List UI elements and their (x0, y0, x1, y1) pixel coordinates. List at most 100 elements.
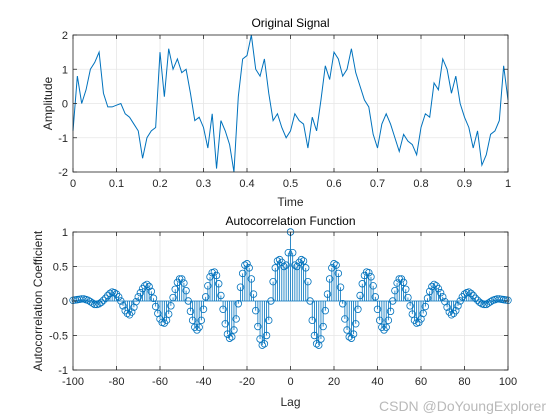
stem-marker (182, 286, 190, 295)
y-tick-label: 0 (62, 99, 68, 111)
tick-marks (72, 231, 509, 371)
x-axis-label: Time (277, 195, 304, 209)
stem-marker (86, 297, 95, 306)
stem-marker (369, 282, 377, 290)
stem-marker (241, 261, 249, 269)
x-tick-labels: 0 0.1 0.2 0.3 0.4 0.5 0.6 0.7 0.8 0.9 1 (70, 178, 511, 190)
y-tick-label: 0.5 (53, 262, 68, 274)
stem-marker (219, 305, 227, 313)
y-tick-label: 1 (62, 227, 68, 239)
stem-marker (254, 322, 262, 331)
stem-marker (341, 315, 349, 323)
stem-marker (328, 264, 336, 272)
stem-marker (199, 305, 208, 313)
x-tick-label: 1 (505, 178, 511, 190)
stem-marker (141, 282, 149, 290)
stem-marker (145, 282, 153, 291)
stem-marker (91, 300, 99, 309)
stem-marker (125, 311, 134, 319)
stem-marker (171, 285, 179, 293)
x-tick-label: 100 (499, 376, 517, 388)
stem-marker (217, 291, 225, 300)
stem-marker (243, 260, 251, 268)
stem-marker (426, 287, 434, 296)
stem-marker (299, 257, 308, 265)
stem-marker (389, 297, 397, 305)
x-tick-label: -60 (152, 376, 168, 388)
stem-marker (430, 280, 438, 289)
stem-marker (117, 297, 125, 305)
stem-marker (273, 257, 282, 265)
x-tick-labels: -100 -80 -60 -40 -20 0 20 40 60 80 100 (62, 376, 517, 388)
x-tick-label: 0 (287, 376, 293, 388)
stem-marker (132, 297, 140, 306)
stem-marker (278, 258, 286, 267)
stem-marker (212, 271, 221, 280)
stem-marker (215, 280, 223, 288)
stem-marker (317, 335, 325, 343)
stem-marker (186, 307, 195, 316)
stem-marker (458, 293, 467, 301)
stem-marker (297, 255, 306, 264)
stem-marker (201, 293, 210, 301)
stem-marker (114, 293, 123, 301)
stem-marker (97, 298, 105, 307)
stem-marker (282, 261, 290, 269)
stem-marker (302, 264, 310, 272)
stem-marker (339, 300, 347, 308)
stem-marker (251, 306, 260, 315)
stem-marker (236, 283, 245, 291)
stem-marker (332, 261, 340, 269)
stem-marker (258, 341, 266, 349)
x-tick-label: 0.9 (457, 178, 472, 190)
x-axis-label: Lag (280, 395, 300, 409)
chart-title: Autocorrelation Function (225, 214, 355, 228)
stem-marker (178, 275, 186, 283)
stem-marker (312, 340, 321, 348)
stem-marker (112, 290, 121, 298)
stem-marker (128, 308, 136, 316)
stem-layer (69, 228, 512, 349)
stem-marker (188, 316, 197, 325)
x-tick-label: -40 (196, 376, 212, 388)
stem-marker (471, 294, 480, 302)
stem-marker (269, 277, 277, 286)
stem-marker (191, 323, 199, 331)
stem-marker (232, 315, 240, 323)
stem-marker (136, 289, 145, 297)
stem-marker (452, 306, 460, 315)
stem-marker (280, 262, 288, 271)
stem-marker (404, 293, 412, 302)
x-tick-label: -20 (239, 376, 255, 388)
stem-marker (223, 330, 232, 338)
x-tick-label: 40 (371, 376, 383, 388)
stem-marker (245, 264, 253, 272)
stem-marker (358, 280, 366, 288)
stem-marker (454, 302, 462, 310)
stem-marker (349, 330, 358, 338)
tick-marks (72, 34, 509, 173)
stem-marker (419, 309, 427, 318)
stem-marker (447, 311, 456, 319)
stem-marker (375, 316, 384, 325)
x-tick-label: -80 (109, 376, 125, 388)
stem-marker (147, 287, 155, 296)
stem-marker (295, 258, 303, 267)
stem-marker (391, 286, 399, 295)
stem-marker (343, 326, 351, 334)
signal-line (72, 34, 509, 173)
stem-marker (260, 340, 269, 348)
stem-marker (378, 323, 386, 331)
stem-marker (197, 316, 206, 325)
stem-marker (119, 302, 127, 310)
chart-title: Original Signal (251, 16, 329, 30)
stem-marker (319, 322, 327, 331)
stem-marker (321, 306, 329, 315)
watermark: CSDN @DoYoungExplorer (379, 398, 546, 414)
stem-marker (134, 293, 142, 301)
x-tick-label: 20 (328, 376, 340, 388)
stem-marker (267, 297, 275, 305)
x-tick-label: 0 (70, 178, 76, 190)
stem-marker (384, 316, 393, 325)
stem-marker (306, 297, 314, 305)
